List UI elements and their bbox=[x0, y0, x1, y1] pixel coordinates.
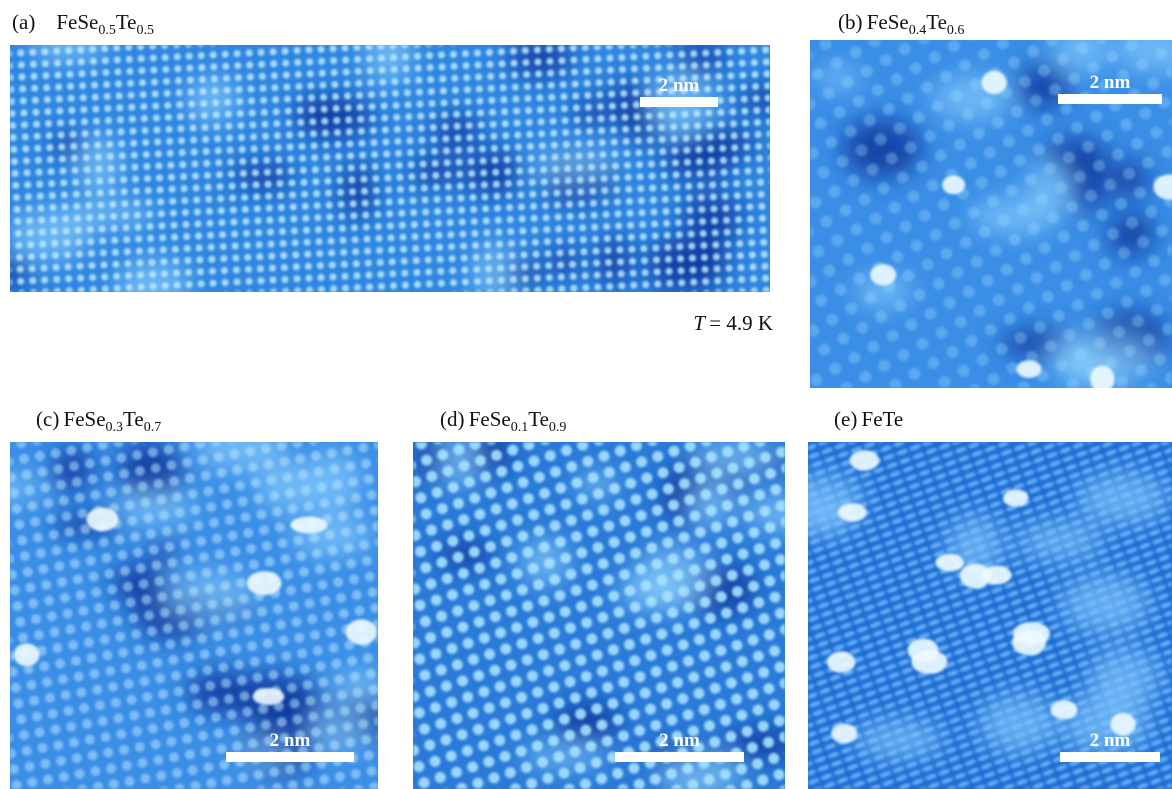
temperature-value: = 4.9 K bbox=[709, 311, 773, 335]
scale-bar bbox=[640, 97, 718, 107]
bright-spot bbox=[247, 571, 282, 595]
formula-part: FeSe bbox=[867, 10, 909, 34]
bright-spot bbox=[870, 264, 896, 285]
bright-spot bbox=[981, 566, 1011, 585]
formula-subscript: 0.4 bbox=[909, 23, 927, 38]
panel-label: (d) FeSe0.1​Te0.9​ bbox=[440, 407, 566, 435]
scale-bar-label: 2 nm bbox=[659, 75, 700, 96]
figure: (a) FeSe0.5​Te0.5​ 2 nm (b) FeSe0.4​Te0.6​… bbox=[0, 0, 1172, 789]
panel-label: (c) FeSe0.3​Te0.7​ bbox=[36, 407, 161, 435]
formula-subscript: 0.9 bbox=[549, 420, 567, 435]
bright-spot bbox=[936, 554, 964, 572]
lattice bbox=[10, 45, 770, 292]
stm-image bbox=[0, 23, 798, 310]
panel-letter: (d) bbox=[440, 407, 465, 431]
bright-spot bbox=[1003, 489, 1028, 506]
scale-bar bbox=[1058, 94, 1162, 104]
panel-label: (e) FeTe bbox=[834, 407, 903, 431]
formula-part: FeSe bbox=[469, 407, 511, 431]
stm-image bbox=[0, 424, 395, 789]
bright-spot bbox=[1090, 366, 1114, 393]
formula-subscript: 0.6 bbox=[947, 23, 965, 38]
formula-subscript: 0.5 bbox=[98, 23, 116, 38]
formula-part: Te bbox=[528, 407, 549, 431]
bright-spot bbox=[911, 650, 947, 674]
formula-subscript: 0.1 bbox=[511, 420, 529, 435]
bright-spot bbox=[942, 176, 965, 195]
panel-letter: (a) bbox=[12, 10, 35, 34]
lattice bbox=[10, 442, 378, 789]
bright-spot bbox=[1051, 700, 1078, 719]
bright-spot bbox=[1016, 360, 1041, 378]
formula-part: FeSe bbox=[56, 10, 98, 34]
scale-bar bbox=[615, 752, 744, 762]
formula-part: Te bbox=[926, 10, 947, 34]
bright-spot bbox=[253, 688, 285, 705]
formula-part: Te bbox=[116, 10, 137, 34]
lattice bbox=[413, 442, 785, 789]
formula-part: Te bbox=[123, 407, 144, 431]
bright-spot bbox=[838, 503, 867, 521]
scale-bar-label: 2 nm bbox=[270, 730, 311, 751]
bright-spot bbox=[86, 508, 118, 532]
formula-subscript: 0.7 bbox=[144, 420, 162, 435]
bright-spot bbox=[291, 517, 327, 534]
formula-subscript: 0.5 bbox=[137, 23, 155, 38]
panel-label: (b) FeSe0.4​Te0.6​ bbox=[838, 10, 964, 38]
bright-spot bbox=[850, 450, 880, 471]
formula-part: FeTe bbox=[862, 407, 904, 431]
bright-spot bbox=[1012, 630, 1046, 655]
stm-image bbox=[413, 431, 822, 789]
panel-letter: (b) bbox=[838, 10, 863, 34]
scale-bar-label: 2 nm bbox=[1090, 72, 1131, 93]
scale-bar-label: 2 nm bbox=[659, 730, 700, 751]
temperature-label: T = 4.9 K bbox=[693, 311, 773, 335]
bright-spot bbox=[827, 651, 855, 672]
bright-spot bbox=[14, 643, 40, 666]
panel-label: (a) FeSe0.5​Te0.5​ bbox=[12, 10, 154, 38]
bright-spot bbox=[346, 619, 377, 644]
scale-bar bbox=[1060, 752, 1160, 762]
bright-spot bbox=[831, 724, 857, 744]
formula-part: FeSe bbox=[64, 407, 106, 431]
panel-letter: (e) bbox=[834, 407, 857, 431]
formula-subscript: 0.3 bbox=[106, 420, 124, 435]
bright-spot bbox=[981, 71, 1006, 94]
panel-letter: (c) bbox=[36, 407, 59, 431]
scale-bar bbox=[226, 752, 354, 762]
scale-bar-label: 2 nm bbox=[1090, 730, 1131, 751]
